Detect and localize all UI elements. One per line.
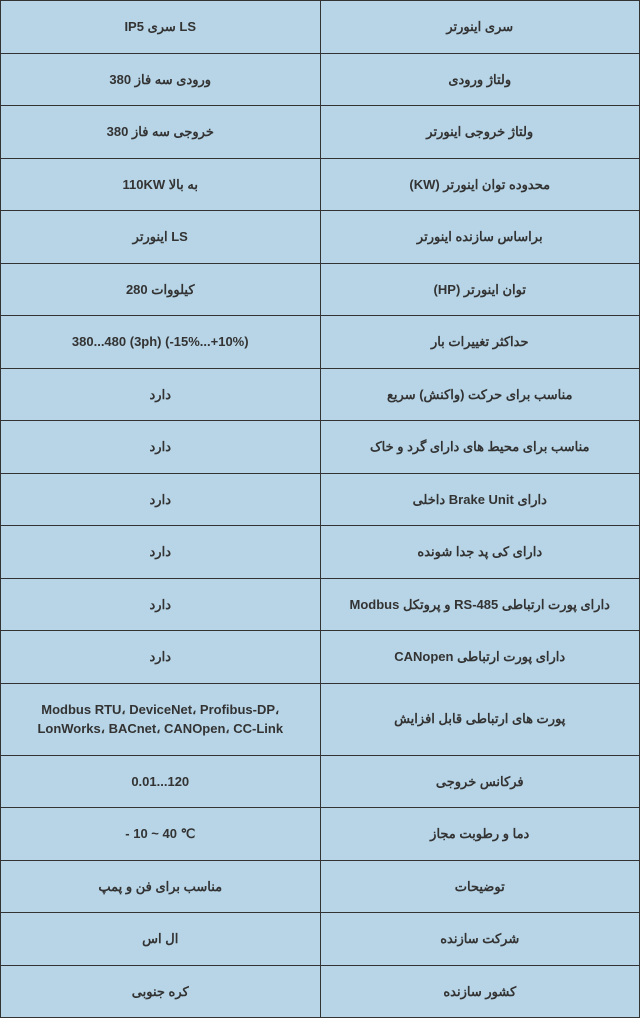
table-row: اینورتر LSبراساس سازنده اینورتر	[1, 211, 640, 264]
spec-label: ولتاژ خروجی اینورتر	[320, 106, 640, 159]
table-row: مناسب برای فن و پمپتوضیحات	[1, 860, 640, 913]
table-row: - 10 ~ 40 ℃دما و رطوبت مجاز	[1, 808, 640, 861]
spec-label: دارای کی پد جدا شونده	[320, 526, 640, 579]
table-row: 380...480 (3ph) (-15%...+10%)حداکثر تغیی…	[1, 316, 640, 369]
spec-label: دما و رطوبت مجاز	[320, 808, 640, 861]
spec-value: Modbus RTU، DeviceNet، Profibus-DP، LonW…	[1, 683, 321, 755]
spec-value: ال اس	[1, 913, 321, 966]
table-body: IP5 سری LSسری اینورتر ورودی سه فاز 380ول…	[1, 1, 640, 1018]
table-row: داردمناسب برای محیط های دارای گرد و خاک	[1, 421, 640, 474]
spec-label: کشور سازنده	[320, 965, 640, 1018]
table-row: دارددارای Brake Unit داخلی	[1, 473, 640, 526]
spec-value: دارد	[1, 631, 321, 684]
spec-value: 380...480 (3ph) (-15%...+10%)	[1, 316, 321, 369]
spec-label: فرکانس خروجی	[320, 755, 640, 808]
spec-label: پورت های ارتباطی قابل افزایش	[320, 683, 640, 755]
table-row: 0.01...120فرکانس خروجی	[1, 755, 640, 808]
spec-label: دارای Brake Unit داخلی	[320, 473, 640, 526]
spec-value: خروجی سه فاز 380	[1, 106, 321, 159]
table-row: Modbus RTU، DeviceNet، Profibus-DP، LonW…	[1, 683, 640, 755]
table-row: 110KW به بالامحدوده توان اینورتر (KW)	[1, 158, 640, 211]
table-row: دارددارای پورت ارتباطی CANopen	[1, 631, 640, 684]
spec-value: مناسب برای فن و پمپ	[1, 860, 321, 913]
spec-label: دارای پورت ارتباطی CANopen	[320, 631, 640, 684]
table-row: داردمناسب برای حرکت (واکنش) سریع	[1, 368, 640, 421]
spec-label: حداکثر تغییرات بار	[320, 316, 640, 369]
spec-value: دارد	[1, 578, 321, 631]
spec-label: شرکت سازنده	[320, 913, 640, 966]
spec-value: - 10 ~ 40 ℃	[1, 808, 321, 861]
spec-label: دارای پورت ارتباطی RS-485 و پروتکل Modbu…	[320, 578, 640, 631]
spec-label: مناسب برای حرکت (واکنش) سریع	[320, 368, 640, 421]
table-row: ال اسشرکت سازنده	[1, 913, 640, 966]
spec-value: ورودی سه فاز 380	[1, 53, 321, 106]
spec-label: ولتاژ ورودی	[320, 53, 640, 106]
spec-value: اینورتر LS	[1, 211, 321, 264]
spec-value: IP5 سری LS	[1, 1, 321, 54]
table-row: کیلووات 280توان اینورتر (HP)	[1, 263, 640, 316]
table-row: دارددارای پورت ارتباطی RS-485 و پروتکل M…	[1, 578, 640, 631]
spec-value: کیلووات 280	[1, 263, 321, 316]
table-row: کره جنوبیکشور سازنده	[1, 965, 640, 1018]
spec-value: 0.01...120	[1, 755, 321, 808]
spec-value: دارد	[1, 421, 321, 474]
spec-label: توان اینورتر (HP)	[320, 263, 640, 316]
table-row: IP5 سری LSسری اینورتر	[1, 1, 640, 54]
table-row: دارددارای کی پد جدا شونده	[1, 526, 640, 579]
spec-label: براساس سازنده اینورتر	[320, 211, 640, 264]
table-row: ورودی سه فاز 380ولتاژ ورودی	[1, 53, 640, 106]
spec-value: دارد	[1, 526, 321, 579]
spec-label: توضیحات	[320, 860, 640, 913]
spec-value: 110KW به بالا	[1, 158, 321, 211]
spec-label: مناسب برای محیط های دارای گرد و خاک	[320, 421, 640, 474]
spec-value: دارد	[1, 368, 321, 421]
spec-value: دارد	[1, 473, 321, 526]
spec-label: سری اینورتر	[320, 1, 640, 54]
specifications-table: IP5 سری LSسری اینورتر ورودی سه فاز 380ول…	[0, 0, 640, 1018]
spec-value: کره جنوبی	[1, 965, 321, 1018]
spec-label: محدوده توان اینورتر (KW)	[320, 158, 640, 211]
table-row: خروجی سه فاز 380ولتاژ خروجی اینورتر	[1, 106, 640, 159]
